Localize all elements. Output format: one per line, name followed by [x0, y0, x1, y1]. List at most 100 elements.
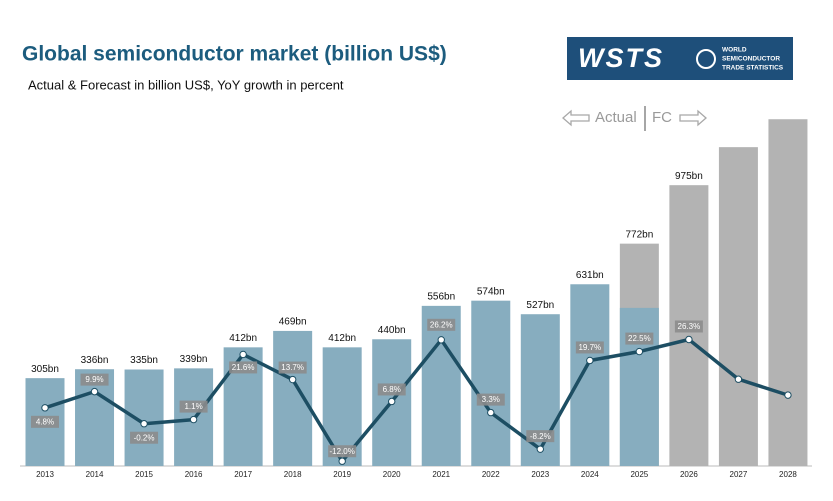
growth-point: [288, 375, 297, 384]
x-tick-label: 2015: [135, 470, 153, 479]
growth-value-label: 1.1%: [184, 402, 202, 411]
growth-point: [586, 356, 594, 365]
growth-point: [239, 350, 247, 359]
x-tick-label: 2018: [284, 470, 302, 479]
bar-value-label: 412bn: [328, 333, 356, 344]
growth-point: [388, 397, 396, 406]
bar-value-label: 440bn: [378, 325, 406, 336]
bar-value-label: 556bn: [427, 291, 455, 302]
logo-text: SEMICONDUCTOR: [722, 56, 780, 63]
x-tick-label: 2026: [680, 470, 698, 479]
growth-label-box: [575, 341, 604, 354]
growth-value-label: 13.7%: [281, 363, 304, 372]
growth-label-box: [130, 431, 159, 444]
x-tick-label: 2014: [86, 470, 104, 479]
bar-value-label: 412bn: [229, 333, 257, 344]
bar-value-label: 772bn: [625, 229, 653, 240]
bar: [520, 314, 560, 466]
x-tick-label: 2022: [482, 470, 500, 479]
logo-background: [567, 37, 793, 80]
x-tick-label: 2019: [333, 470, 351, 479]
growth-label-box: [427, 318, 456, 331]
x-tick-label: 2017: [234, 470, 252, 479]
x-tick-label: 2025: [630, 470, 648, 479]
growth-label-box: [278, 361, 307, 374]
chart-subtitle: Actual & Forecast in billion US$, YoY gr…: [28, 77, 344, 92]
bar: [273, 330, 313, 466]
chart-title: Global semiconductor market (billion US$…: [22, 43, 447, 66]
arrow-left: [562, 109, 590, 127]
growth-value-label: 21.6%: [232, 363, 255, 372]
growth-label-box: [625, 332, 654, 345]
growth-point: [90, 387, 99, 396]
growth-label-box: [526, 430, 555, 443]
growth-label-box: [31, 415, 59, 428]
bar: [421, 305, 461, 466]
growth-value-label: -0.2%: [134, 433, 155, 442]
x-tick-label: 2024: [581, 470, 599, 479]
logo-text: TRADE STATISTICS: [722, 65, 784, 72]
logo-mark: WSTS: [578, 43, 664, 73]
growth-value-label: -8.2%: [530, 432, 551, 441]
logo-text: WORLD: [722, 47, 747, 54]
bar: [718, 147, 758, 466]
growth-label-box: [328, 445, 357, 458]
bar: [124, 369, 164, 466]
growth-value-label: -12.0%: [330, 447, 355, 456]
growth-point: [685, 335, 693, 344]
x-tick-label: 2021: [432, 470, 450, 479]
growth-label-box: [377, 383, 406, 396]
logo: WSTS WORLD SEMICONDUCTOR TRADE STATISTIC…: [567, 37, 793, 80]
growth-point: [536, 445, 544, 453]
bar-value-label: 469bn: [279, 317, 307, 328]
growth-value-label: 9.9%: [85, 375, 103, 384]
bar-value-label: 336bn: [81, 355, 109, 366]
bar-value-label: 335bn: [130, 355, 158, 366]
bar-value-label: 339bn: [180, 354, 208, 365]
x-tick-label: 2023: [531, 470, 549, 479]
bar: [471, 300, 511, 466]
growth-value-label: 6.8%: [383, 385, 401, 394]
growth-label-box: [80, 373, 109, 386]
growth-label-box: [674, 320, 703, 333]
growth-value-label: 4.8%: [36, 417, 54, 426]
growth-value-label: 3.3%: [482, 395, 500, 404]
growth-value-label: 26.2%: [430, 320, 453, 329]
growth-point: [487, 408, 495, 417]
bar-value-label: 975bn: [675, 171, 703, 182]
growth-label-box: [229, 361, 258, 374]
bar-actual-part: [619, 307, 659, 466]
x-tick-label: 2016: [185, 470, 203, 479]
actual-label: Actual: [595, 109, 637, 126]
x-tick-label: 2027: [730, 470, 748, 479]
bar: [768, 119, 808, 466]
growth-value-label: 26.3%: [678, 322, 701, 331]
forecast-label: FC: [652, 109, 672, 126]
growth-point: [338, 457, 346, 465]
growth-point: [41, 404, 49, 412]
x-tick-label: 2013: [36, 470, 54, 479]
growth-point: [734, 375, 743, 383]
bar-value-label: 527bn: [526, 300, 554, 311]
growth-point: [189, 415, 198, 424]
period-indicator: Actual FC: [562, 106, 707, 131]
growth-label-box: [476, 393, 505, 406]
growth-point: [140, 420, 148, 428]
growth-point: [784, 391, 792, 399]
bar-value-label: 574bn: [477, 286, 505, 297]
bar-value-label: 631bn: [576, 270, 604, 281]
arrow-right: [679, 109, 707, 127]
x-tick-label: 2028: [779, 470, 797, 479]
bar-value-label: 305bn: [31, 364, 59, 375]
x-tick-label: 2020: [383, 470, 401, 479]
growth-value-label: 22.5%: [628, 334, 651, 343]
growth-value-label: 19.7%: [578, 343, 601, 352]
growth-label-box: [179, 400, 208, 413]
logo-globe: [696, 49, 716, 69]
bar: [570, 284, 610, 466]
growth-line: [44, 337, 789, 463]
growth-point: [635, 347, 644, 356]
growth-point: [437, 336, 445, 344]
